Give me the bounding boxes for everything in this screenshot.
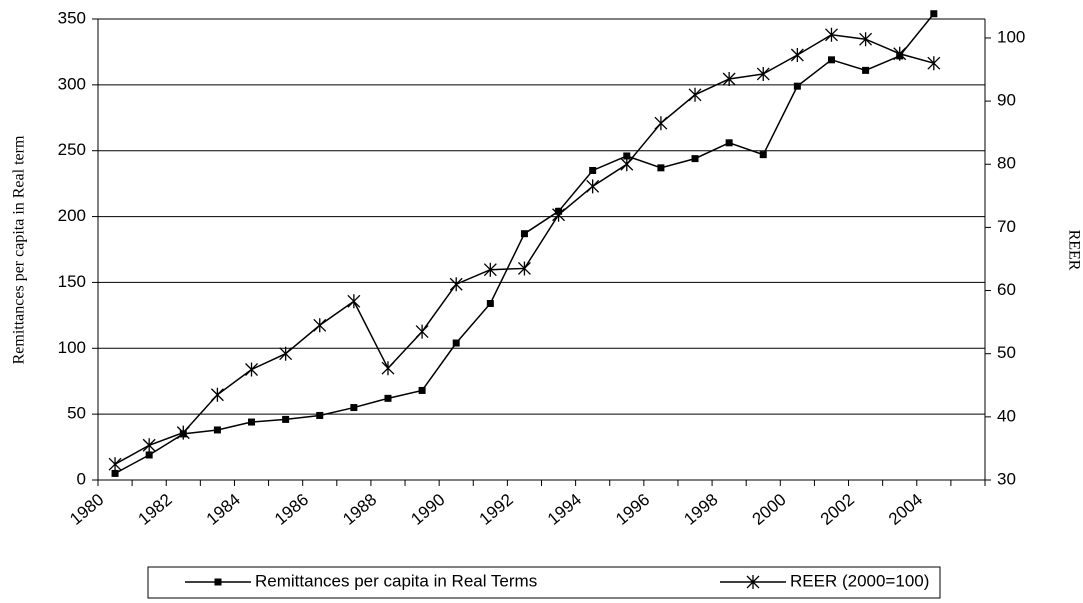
marker (756, 66, 770, 81)
marker (210, 387, 224, 402)
marker (486, 300, 494, 308)
marker (347, 294, 361, 309)
legend-label: REER (2000=100) (790, 571, 929, 590)
x-tick-label: 1982 (134, 490, 175, 529)
marker (279, 346, 293, 361)
marker (213, 426, 221, 434)
marker (746, 575, 760, 589)
marker (657, 164, 665, 172)
marker (248, 418, 256, 426)
marker (449, 277, 463, 292)
marker (313, 318, 327, 333)
x-tick-label: 1994 (544, 490, 585, 529)
y-tick-label: 300 (58, 74, 86, 93)
x-tick-label: 2004 (885, 490, 926, 529)
x-tick-label: 1988 (339, 490, 380, 529)
marker (688, 87, 702, 102)
y2-tick-label: 30 (997, 469, 1016, 488)
marker (483, 262, 497, 277)
y2-tick-label: 80 (997, 154, 1016, 173)
x-tick-label: 1984 (203, 490, 244, 529)
x-tick-label: 1980 (66, 490, 107, 529)
marker (384, 394, 392, 402)
marker (586, 179, 600, 194)
marker (790, 47, 804, 62)
y-tick-label: 250 (58, 140, 86, 159)
marker (862, 66, 870, 74)
marker (893, 46, 907, 61)
marker (517, 261, 531, 276)
y-tick-label: 100 (58, 338, 86, 357)
series-line (114, 34, 935, 465)
y-tick-label: 0 (77, 469, 86, 488)
marker (620, 157, 634, 172)
marker (691, 155, 699, 163)
y-tick-label: 150 (58, 272, 86, 291)
marker (381, 361, 395, 376)
marker (176, 425, 190, 440)
marker (725, 139, 733, 147)
marker (589, 166, 597, 174)
x-tick-label: 1986 (271, 490, 312, 529)
marker (415, 324, 429, 339)
marker (282, 415, 290, 423)
marker (142, 438, 156, 453)
marker (214, 578, 222, 586)
x-tick-label: 1992 (476, 490, 517, 529)
marker (452, 339, 460, 347)
y2-tick-label: 100 (997, 27, 1025, 46)
legend-label: Remittances per capita in Real Terms (255, 571, 537, 590)
marker (859, 32, 873, 47)
marker (418, 386, 426, 394)
marker (552, 207, 566, 222)
marker (927, 56, 941, 71)
marker (316, 411, 324, 419)
x-tick-label: 1998 (680, 490, 721, 529)
y-tick-label: 50 (67, 404, 86, 423)
y2-tick-label: 40 (997, 406, 1016, 425)
marker (825, 27, 838, 42)
series-line (114, 13, 935, 475)
marker (654, 116, 668, 131)
y-tick-label: 350 (58, 8, 86, 27)
marker (108, 457, 122, 472)
marker (520, 230, 528, 238)
y2-tick-label: 90 (997, 91, 1016, 110)
x-tick-label: 1996 (612, 490, 653, 529)
x-tick-label: 2000 (749, 490, 790, 529)
marker (759, 151, 767, 159)
marker (245, 362, 258, 377)
marker (623, 152, 631, 160)
marker (930, 10, 938, 18)
y2-tick-label: 50 (997, 343, 1016, 362)
y2-tick-label: 70 (997, 217, 1016, 236)
legend-box (147, 566, 941, 599)
marker (350, 404, 358, 412)
y-axis-title: Remittances per capita in Real term (11, 135, 28, 364)
x-tick-label: 2002 (817, 490, 858, 529)
marker (722, 71, 736, 86)
marker (793, 82, 801, 90)
marker (111, 469, 119, 477)
y2-tick-label: 60 (997, 280, 1016, 299)
y2-axis-title: REER (1065, 230, 1082, 271)
marker (145, 451, 153, 459)
marker (827, 56, 835, 64)
y-tick-label: 200 (58, 206, 86, 225)
x-tick-label: 1990 (407, 490, 448, 529)
